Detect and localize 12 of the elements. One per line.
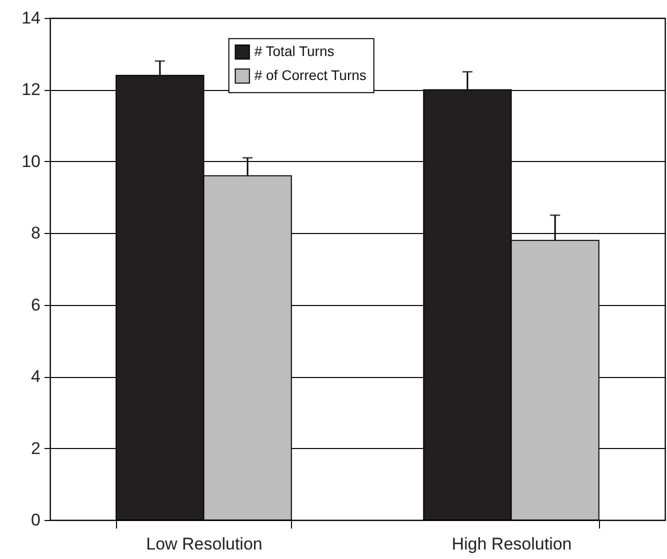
x-tick-label: High Resolution (452, 534, 572, 554)
legend-label: # Total Turns (254, 43, 334, 60)
y-tick-label: 4 (31, 367, 40, 386)
y-tick-label: 8 (31, 224, 40, 243)
y-tick-label: 10 (22, 152, 40, 171)
legend-label: # of Correct Turns (254, 67, 366, 84)
y-tick-label: 14 (22, 8, 40, 28)
y-tick-label: 2 (31, 438, 40, 458)
y-tick-label: 12 (22, 80, 40, 100)
x-tick-label: Low Resolution (146, 534, 262, 554)
y-tick-label: 0 (31, 510, 40, 530)
y-tick-label: 6 (31, 295, 40, 314)
